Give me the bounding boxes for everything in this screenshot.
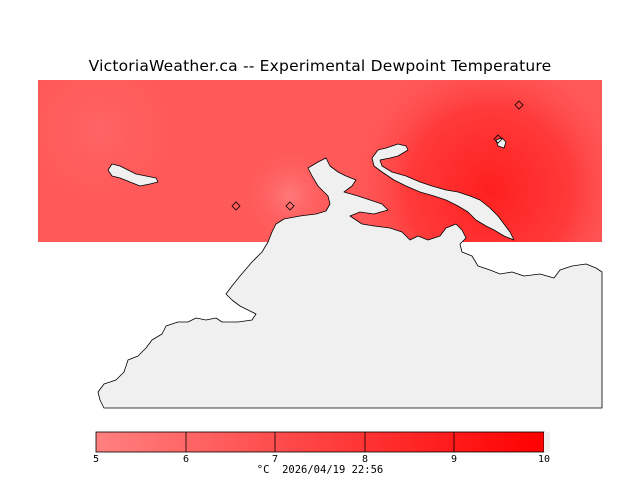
legend-footer: °C 2026/04/19 22:56 <box>0 464 640 476</box>
station-marker[interactable] <box>514 100 524 110</box>
legend-tick-label: 7 <box>271 454 279 465</box>
timestamp: 2026/04/19 22:56 <box>282 464 384 476</box>
legend-tick-label: 10 <box>537 454 551 465</box>
landmass-south <box>97 157 603 409</box>
land <box>97 137 603 409</box>
stations <box>231 100 524 211</box>
station-marker[interactable] <box>493 134 503 144</box>
landmass-north <box>371 143 515 241</box>
station-marker[interactable] <box>285 201 295 211</box>
station-marker[interactable] <box>231 201 241 211</box>
legend-tick-label: 5 <box>92 454 100 465</box>
legend-tick-label: 9 <box>450 454 458 465</box>
legend-unit: °C <box>256 464 270 476</box>
legend-tick-label: 6 <box>182 454 190 465</box>
map-title: VictoriaWeather.ca -- Experimental Dewpo… <box>88 57 552 75</box>
legend-tick-label: 8 <box>361 454 369 465</box>
island-west <box>107 163 159 187</box>
